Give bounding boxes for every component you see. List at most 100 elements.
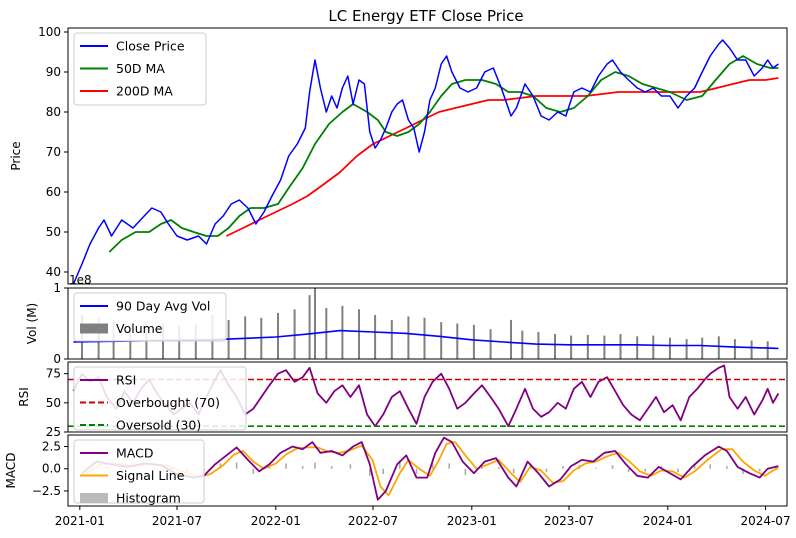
volume-bar [701, 337, 704, 359]
x-tick-label: 2024-07 [740, 514, 790, 528]
volume-bar [489, 329, 492, 359]
panel-frame [67, 361, 788, 433]
volume-bar [717, 336, 720, 359]
y-tick-label: 75 [46, 367, 61, 381]
legend-entry: 50D MA [116, 61, 165, 76]
volume-bar [341, 305, 344, 360]
volume-bar [636, 336, 639, 359]
histogram-bar [252, 468, 255, 474]
y-tick-label: 2.5 [42, 440, 61, 454]
series-line [81, 441, 779, 497]
histogram-bar [595, 467, 597, 469]
y-tick-label: 0 [53, 352, 61, 366]
volume-bar [308, 295, 311, 359]
histogram-bar [415, 468, 418, 474]
y-axis-label: Price [9, 141, 23, 170]
y-tick-label: 80 [46, 105, 61, 119]
legend-entry: Signal Line [116, 468, 185, 483]
histogram-bar [448, 463, 450, 469]
volume-bar [325, 307, 328, 359]
x-tick-label: 2023-07 [544, 514, 594, 528]
volume-bar [314, 288, 316, 359]
histogram-bar [369, 468, 371, 476]
legend-box [73, 292, 227, 342]
volume-bar [537, 332, 540, 359]
volume-bar [390, 319, 393, 359]
volume-bar [766, 341, 769, 360]
y-axis-label: MACD [4, 453, 18, 489]
x-tick-label: 2022-07 [348, 514, 398, 528]
volume-panel: 0 1 Vol (M) 1e8 90 Day Avg Vol Volume [25, 273, 788, 366]
histogram-bar [545, 468, 548, 473]
y-tick-label: 90 [46, 65, 61, 79]
histogram-bar [562, 466, 564, 469]
histogram-bar [268, 466, 271, 469]
y-axis-label: Vol (M) [25, 303, 39, 344]
legend-box [73, 439, 205, 504]
y-tick-label: 1 [53, 281, 61, 295]
volume-bar [423, 317, 426, 359]
histogram-bar [235, 462, 238, 469]
series-line [72, 39, 779, 285]
histogram-bar [301, 466, 304, 469]
histogram-bar [742, 468, 744, 474]
legend-entry: 90 Day Avg Vol [116, 299, 210, 314]
legend-entry: Histogram [116, 491, 181, 506]
x-tick-label: 2021-01 [55, 514, 105, 528]
histogram-bar [314, 462, 316, 469]
legend-entry: Oversold (30) [116, 418, 201, 433]
volume-bar [603, 335, 606, 359]
chart-title: LC Energy ETF Close Price [328, 7, 523, 25]
histogram-bar [512, 468, 515, 474]
series-line [108, 55, 779, 253]
histogram-bar [349, 464, 352, 469]
x-tick-label: 2024-01 [643, 514, 693, 528]
volume-bar [277, 312, 279, 359]
legend-box [73, 32, 207, 106]
y-tick-label: 50 [46, 396, 61, 410]
volume-bar [668, 337, 671, 359]
y-tick-label: 70 [46, 145, 61, 159]
x-tick-label: 2023-01 [447, 514, 497, 528]
x-axis: 2021-01 2021-07 2022-01 2022-07 2023-01 2023-… [55, 506, 791, 528]
histogram-bar [726, 466, 728, 469]
volume-bar [750, 340, 753, 359]
volume-bar [472, 324, 475, 359]
x-tick-label: 2022-01 [251, 514, 301, 528]
volume-bar [685, 339, 688, 359]
histogram-bar [644, 468, 646, 472]
legend-entry: Overbought (70) [116, 395, 220, 410]
volume-bar [733, 339, 736, 359]
volume-bar [652, 335, 655, 359]
volume-bar [407, 316, 410, 359]
scale-note: 1e8 [69, 273, 92, 287]
volume-bar [554, 334, 556, 359]
legend-entry: MACD [116, 446, 153, 461]
histogram-bar [285, 463, 287, 469]
volume-bar [570, 335, 573, 359]
y-tick-label: 50 [46, 225, 61, 239]
y-tick-label: 0.0 [42, 462, 61, 476]
legend-box [73, 366, 247, 431]
histogram-bar [431, 463, 434, 469]
y-tick-label: 100 [38, 25, 61, 39]
legend-swatch [80, 493, 108, 503]
y-tick-label: 60 [46, 185, 61, 199]
panel-frame [67, 434, 788, 507]
histogram-bar [497, 466, 500, 469]
volume-bar [510, 319, 512, 359]
volume-bar [521, 330, 524, 359]
volume-bar [374, 315, 377, 359]
panel-frame [67, 27, 788, 285]
histogram-bar [709, 464, 711, 469]
volume-bar [129, 324, 132, 359]
histogram-bar [611, 465, 614, 469]
price-panel: 40 50 60 70 80 90 100 Price Close Price 50D MA 200… [9, 25, 788, 285]
histogram-bar [399, 460, 401, 469]
legend-entry: Volume [116, 321, 163, 336]
histogram-bar [677, 468, 679, 473]
volume-bar [586, 334, 589, 359]
y-axis-label: RSI [17, 387, 31, 407]
legend-swatch [80, 323, 108, 334]
legend-entry: Close Price [116, 39, 185, 54]
